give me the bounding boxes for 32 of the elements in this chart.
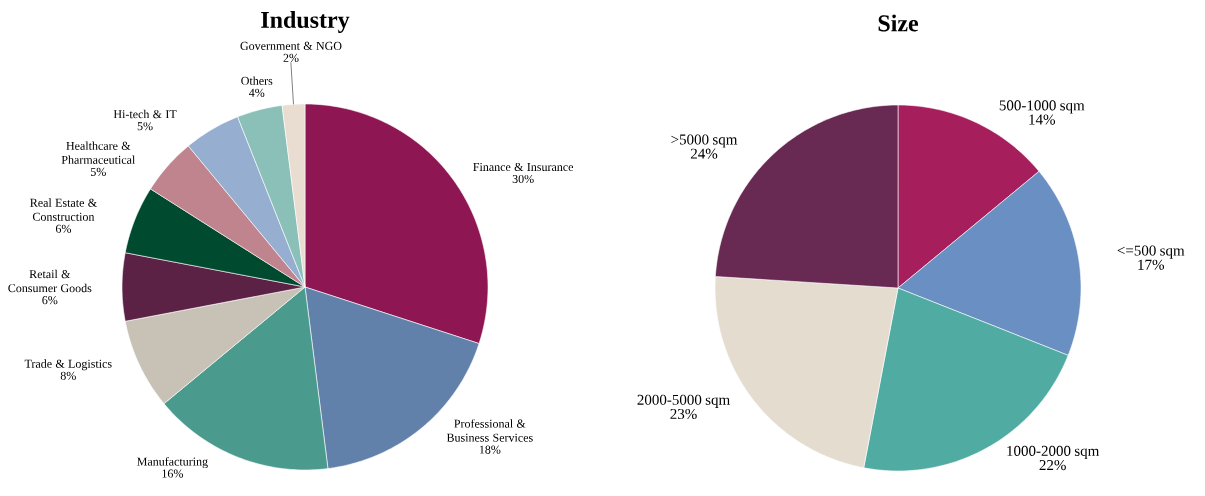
chart-title: Size	[878, 14, 919, 32]
slice-label: 500-1000 sqm	[999, 100, 1085, 114]
data-label: 23%	[670, 408, 697, 420]
data-label: 30%	[512, 174, 534, 184]
slice-label: Hi-tech & IT	[113, 109, 177, 119]
chart-title: Industry	[261, 11, 350, 33]
slice-label: 1000-2000 sqm	[1007, 445, 1100, 459]
slice-label: Finance & Insurance	[473, 162, 574, 171]
data-label: 5%	[137, 122, 153, 131]
slice-label: Government & NGO	[240, 41, 342, 50]
data-label: 6%	[42, 296, 58, 305]
data-label: 18%	[479, 445, 501, 454]
data-label: 17%	[1138, 259, 1165, 270]
slice-label: Trade & Logistics	[24, 359, 112, 371]
slice-label: Professional & Business Services	[446, 419, 533, 442]
slice-label: Others	[241, 76, 273, 85]
data-label: 6%	[55, 224, 72, 233]
data-label: 22%	[1039, 459, 1066, 471]
data-label: 5%	[90, 167, 106, 176]
data-label: 8%	[60, 371, 76, 380]
slice-label: 2000-5000 sqm	[637, 394, 730, 408]
slice-label: Manufacturing	[137, 457, 208, 469]
slice-label: <=500 sqm	[1117, 245, 1185, 259]
data-label: 14%	[1029, 114, 1056, 125]
data-label: 16%	[162, 469, 183, 478]
slice-label: Retail & Consumer Goods	[8, 269, 92, 293]
slice-label: Healthcare & Pharmaceutical	[61, 141, 136, 164]
data-label: 24%	[690, 148, 718, 159]
slice-label: Real Estate & Construction	[30, 198, 97, 221]
data-label: 4%	[249, 88, 265, 97]
data-label: 2%	[283, 53, 299, 62]
slice-label: >5000 sqm	[671, 134, 738, 148]
